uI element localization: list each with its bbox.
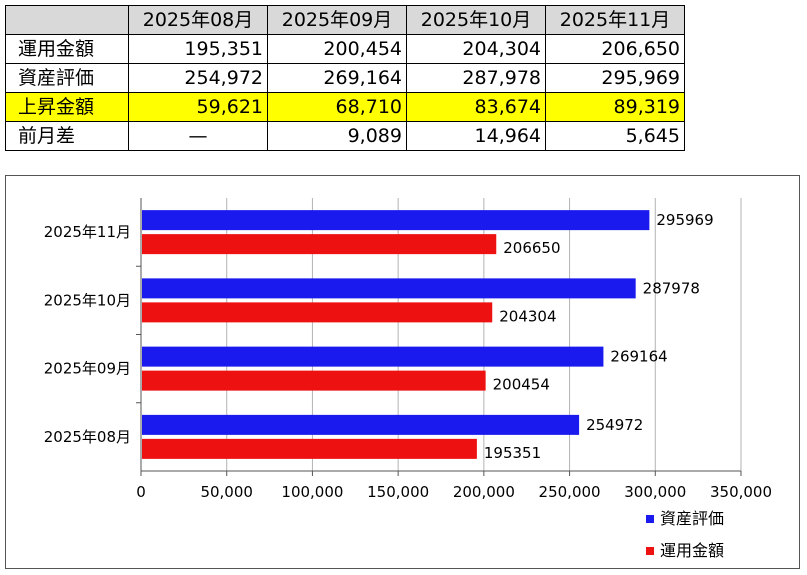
data-label: 287978 xyxy=(643,279,700,297)
category-label: 2025年09月 xyxy=(44,360,131,378)
axes xyxy=(136,198,742,476)
x-tick-label: 250,000 xyxy=(539,483,601,501)
legend-swatch xyxy=(646,515,654,523)
x-tick-label: 150,000 xyxy=(367,483,429,501)
bar-invested-amount xyxy=(142,234,497,255)
table-row: 運用金額 195,351 200,454 204,304 206,650 xyxy=(5,34,685,64)
bar-asset-valuation xyxy=(142,278,636,299)
table-row-label: 上昇金額 xyxy=(5,92,129,122)
labels: 0 50,000 100,000 150,000 200,000 250,000 300,0… xyxy=(44,211,772,501)
table-corner-cell xyxy=(5,5,129,35)
table-row-label: 運用金額 xyxy=(5,34,129,64)
table-body: 運用金額 195,351 200,454 204,304 206,650 資産評価 254,… xyxy=(5,34,685,151)
table-cell: 204,304 xyxy=(406,34,546,64)
table-cell: — xyxy=(128,121,268,151)
table-cell: 59,621 xyxy=(128,92,268,122)
table-row: 資産評価 254,972 269,164 287,978 295,969 xyxy=(5,63,685,93)
data-label: 204304 xyxy=(499,307,556,325)
table-cell: 200,454 xyxy=(267,34,407,64)
data-label: 195351 xyxy=(484,444,541,462)
x-tick-label: 200,000 xyxy=(453,483,515,501)
x-tick-label: 350,000 xyxy=(710,483,772,501)
data-label: 254972 xyxy=(586,416,643,434)
bar-invested-amount xyxy=(142,302,493,323)
table-row-label: 前月差 xyxy=(5,121,129,151)
legend-label: 資産評価 xyxy=(660,509,724,528)
table-row: 前月差 —9,089 14,964 5,645 xyxy=(5,121,685,151)
x-tick-label: 100,000 xyxy=(281,483,343,501)
table-cell: 83,674 xyxy=(406,92,546,122)
category-label: 2025年11月 xyxy=(44,223,131,241)
table-cell: 206,650 xyxy=(545,34,685,64)
table-cell: 195,351 xyxy=(128,34,268,64)
bar-asset-valuation xyxy=(142,414,580,435)
table-header-month: 2025年11月 xyxy=(545,5,685,35)
data-label: 295969 xyxy=(656,211,713,229)
data-label: 200454 xyxy=(493,376,550,394)
table-cell: 295,969 xyxy=(545,63,685,93)
bar-invested-amount xyxy=(142,370,486,391)
table-header-month: 2025年08月 xyxy=(128,5,268,35)
x-tick-label: 300,000 xyxy=(624,483,686,501)
table-header-month: 2025年10月 xyxy=(406,5,546,35)
bar-invested-amount xyxy=(142,438,477,459)
table-cell: 287,978 xyxy=(406,63,546,93)
summary-table: 2025年08月 2025年09月 2025年10月 2025年11月 運用金額 195… xyxy=(5,5,685,151)
bar-chart: 0 50,000 100,000 150,000 200,000 250,000 300,0… xyxy=(44,198,772,560)
legend-label: 運用金額 xyxy=(660,541,724,560)
legend-swatch xyxy=(646,547,654,555)
table-cell: 5,645 xyxy=(545,121,685,151)
bar-asset-valuation xyxy=(142,210,650,231)
x-tick-label: 0 xyxy=(136,483,146,501)
table-cell: 9,089 xyxy=(267,121,407,151)
chart-frame: 0 50,000 100,000 150,000 200,000 250,000 300,0… xyxy=(5,175,800,569)
data-label: 269164 xyxy=(610,348,667,366)
data-label: 206650 xyxy=(503,239,560,257)
category-label: 2025年10月 xyxy=(44,291,131,309)
x-tick-label: 50,000 xyxy=(200,483,253,501)
category-label: 2025年08月 xyxy=(44,428,131,446)
table-row: 上昇金額 59,621 68,710 83,674 89,319 xyxy=(5,92,685,122)
bars xyxy=(142,210,650,459)
table-cell: 14,964 xyxy=(406,121,546,151)
table-header-row: 2025年08月 2025年09月 2025年10月 2025年11月 xyxy=(5,5,685,35)
table-cell: 269,164 xyxy=(267,63,407,93)
table-row-label: 資産評価 xyxy=(5,63,129,93)
table-cell: 254,972 xyxy=(128,63,268,93)
table-header-month: 2025年09月 xyxy=(267,5,407,35)
table-cell: 68,710 xyxy=(267,92,407,122)
table-cell: 89,319 xyxy=(545,92,685,122)
bar-asset-valuation xyxy=(142,346,604,367)
